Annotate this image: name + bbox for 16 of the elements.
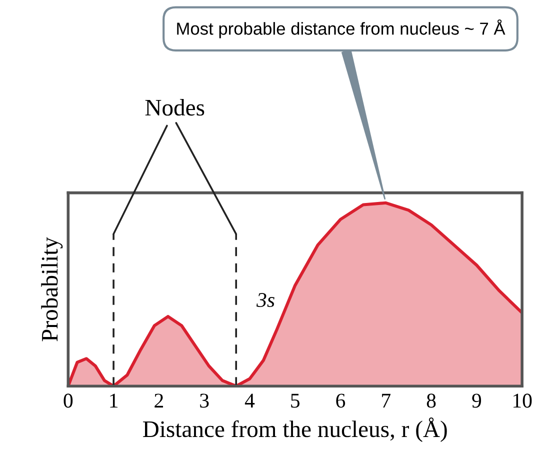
x-tick-label: 6 [336, 394, 346, 408]
x-tick-label: 1 [110, 394, 118, 408]
series-label: 3s [256, 293, 274, 308]
x-tick-label: 0 [64, 394, 73, 408]
x-tick-label: 3 [200, 394, 209, 408]
x-tick-label: 5 [291, 394, 300, 408]
x-tick-label: 7 [382, 394, 391, 408]
y-axis-title: Probability [41, 237, 63, 342]
x-tick-label: 9 [472, 394, 482, 408]
text: Nodes [145, 99, 204, 116]
x-axis-title: Distance from the nucleus, r (Å) [143, 417, 447, 442]
annotation: Most probable distance from nucleus ~ 7 Å [177, 19, 506, 38]
x-tick-label: 10 [513, 394, 532, 408]
x-tick-label: 8 [426, 394, 436, 408]
x-tick-label: 2 [154, 394, 164, 408]
x-tick-label: 4 [244, 394, 255, 408]
